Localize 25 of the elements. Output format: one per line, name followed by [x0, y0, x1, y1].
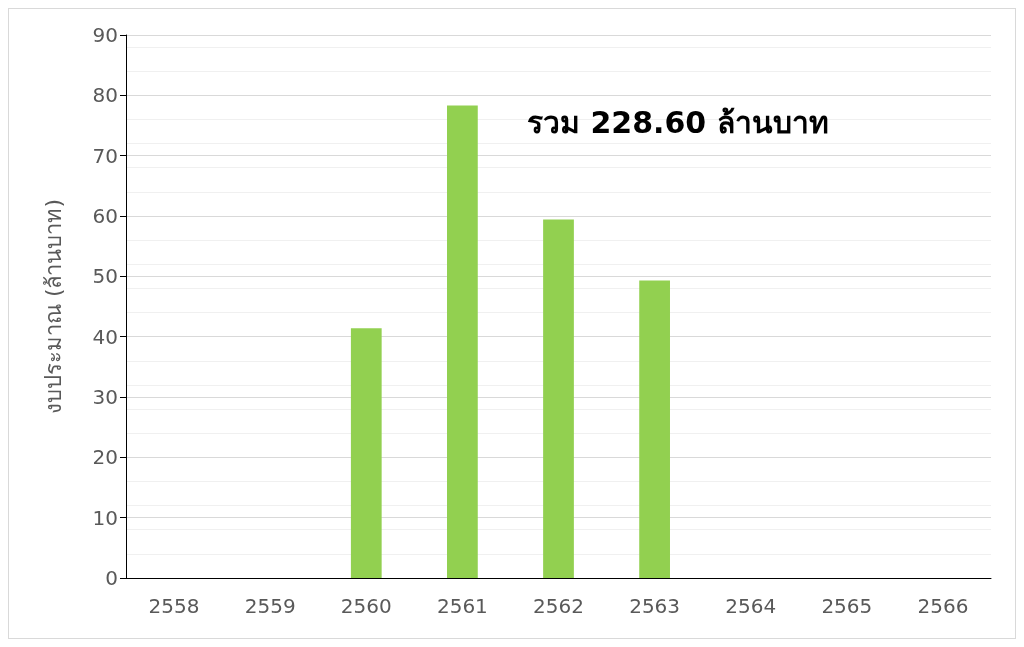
- y-tick-label: 40: [92, 324, 118, 349]
- bar: [639, 280, 670, 578]
- y-tick-label: 10: [92, 505, 118, 530]
- y-tick-label: 50: [92, 264, 118, 289]
- x-tick-label: 2558: [148, 594, 200, 618]
- x-tick-label: 2559: [244, 594, 296, 618]
- x-tick-label: 2561: [436, 594, 488, 618]
- bar: [543, 219, 574, 578]
- bar: [447, 105, 478, 578]
- y-axis-title: งบประมาณ (ล้านบาท): [40, 198, 66, 415]
- x-tick-label: 2562: [533, 594, 584, 618]
- x-tick-label: 2563: [629, 594, 681, 618]
- y-tick-label: 70: [92, 143, 118, 168]
- y-tick-label: 90: [92, 23, 118, 47]
- bar: [350, 328, 382, 578]
- x-tick-label: 2566: [917, 594, 969, 618]
- x-tick-label: 2565: [821, 594, 873, 618]
- y-tick-label: 60: [92, 204, 118, 228]
- y-tick-label: 80: [92, 83, 118, 108]
- y-tick-label: 30: [92, 385, 118, 409]
- y-tick-label: 20: [92, 445, 118, 470]
- x-tick-label: 2560: [340, 594, 392, 618]
- annotation: รวม 228.60 ล้านบาท: [527, 104, 829, 140]
- x-tick-label: 2564: [725, 594, 777, 618]
- y-tick-label: 0: [105, 566, 118, 590]
